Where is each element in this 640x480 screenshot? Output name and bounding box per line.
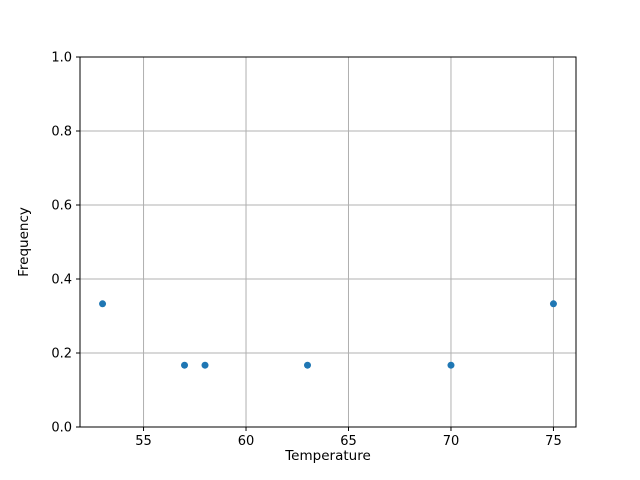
data-point — [201, 361, 209, 369]
y-tick-label: 0.6 — [51, 199, 72, 214]
axis-ticks: 55 60 65 70 75 0.0 0.2 0.4 0.6 0.8 1.0 — [51, 51, 561, 450]
x-tick-label: 65 — [340, 434, 357, 449]
data-point — [304, 361, 312, 369]
y-tick-label: 1.0 — [51, 51, 72, 66]
data-point — [447, 361, 455, 369]
x-tick-label: 55 — [135, 434, 152, 449]
x-tick-label: 75 — [545, 434, 562, 449]
y-axis-label: Frequency — [16, 207, 32, 277]
x-tick-label: 70 — [443, 434, 460, 449]
y-tick-label: 0.0 — [51, 421, 72, 436]
x-tick-label: 60 — [238, 434, 255, 449]
y-tick-label: 0.4 — [51, 273, 72, 288]
y-tick-label: 0.8 — [51, 125, 72, 140]
data-points — [99, 300, 557, 369]
plot-border — [79, 56, 577, 428]
data-point — [181, 361, 189, 369]
y-tick-label: 0.2 — [51, 347, 72, 362]
data-point — [99, 300, 107, 308]
x-axis-label: Temperature — [284, 448, 371, 464]
data-point — [549, 300, 557, 308]
grid-lines — [80, 56, 576, 428]
